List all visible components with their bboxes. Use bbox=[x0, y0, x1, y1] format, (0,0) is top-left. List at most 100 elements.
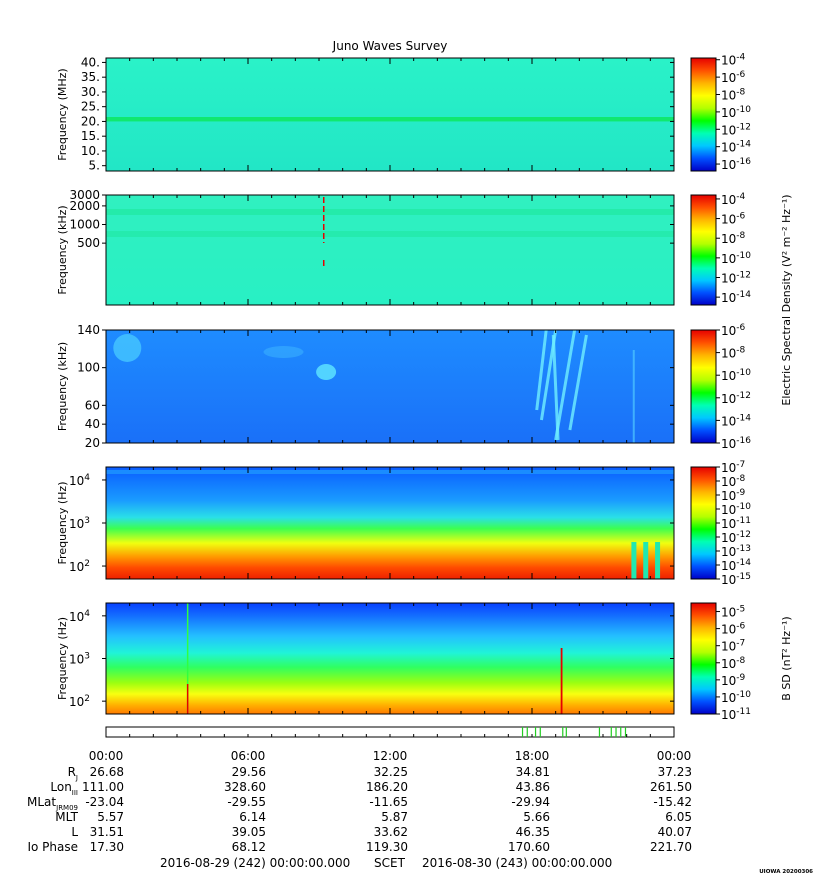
ephemeris-value: 37.23 bbox=[658, 765, 692, 779]
emission-blob bbox=[263, 346, 304, 358]
colorbar-tick-label: 10-6 bbox=[721, 323, 746, 338]
emission-band bbox=[106, 209, 674, 215]
ephemeris-value: 68.12 bbox=[232, 840, 266, 854]
colorbar-tick-label: 10-8 bbox=[721, 231, 746, 246]
y-tick-label: 100 bbox=[77, 361, 100, 375]
colorbar-tick-label: 10-7 bbox=[721, 639, 745, 654]
y-tick-label: 20 bbox=[85, 436, 100, 450]
ephemeris-value: 5.57 bbox=[97, 810, 124, 824]
ephemeris-value: 5.66 bbox=[523, 810, 550, 824]
colorbar-tick-label: 10-12 bbox=[721, 271, 751, 286]
colorbar bbox=[690, 57, 717, 172]
ephemeris-value: 186.20 bbox=[366, 780, 408, 794]
y-tick-label: 103 bbox=[69, 516, 90, 531]
ephemeris-value: 111.00 bbox=[82, 780, 124, 794]
y-tick-label: 40. bbox=[81, 55, 100, 69]
time-label: 06:00 bbox=[231, 749, 266, 763]
colorbar-tick-label: 10-7 bbox=[721, 460, 745, 475]
spectrogram-image bbox=[106, 603, 674, 714]
emission-gap bbox=[631, 542, 637, 579]
y-axis-label: Frequency (Hz) bbox=[56, 482, 69, 565]
y-tick-label: 102 bbox=[69, 694, 90, 709]
colorbar-tick-label: 10-16 bbox=[721, 157, 751, 172]
colorbar-tick-label: 10-14 bbox=[721, 558, 751, 573]
y-tick-label: 25. bbox=[81, 100, 100, 114]
colorbar-tick-label: 10-4 bbox=[721, 192, 746, 207]
y-tick-label: 35. bbox=[81, 70, 100, 84]
y-axis-label: Frequency (MHz) bbox=[56, 68, 69, 160]
y-tick-label: 102 bbox=[69, 559, 90, 574]
time-label: 00:00 bbox=[657, 749, 692, 763]
colorbar-tick-label: 10-14 bbox=[721, 140, 751, 155]
y-tick-label: 104 bbox=[69, 473, 90, 488]
y-tick-label: 5. bbox=[89, 159, 100, 173]
colorbar-tick-label: 10-4 bbox=[721, 53, 746, 68]
ephemeris-value: 328.60 bbox=[224, 780, 266, 794]
y-tick-label: 500 bbox=[77, 236, 100, 250]
time-label: 00:00 bbox=[89, 749, 124, 763]
ephemeris-value: 31.51 bbox=[90, 825, 124, 839]
y-tick-label: 140 bbox=[77, 323, 100, 337]
y-tick-label: 2000 bbox=[69, 199, 100, 213]
ephemeris-value: -29.94 bbox=[511, 795, 550, 809]
footer-end-time: 2016-08-30 (243) 00:00:00.000 bbox=[422, 856, 612, 870]
spectrogram-image bbox=[106, 58, 674, 171]
ephemeris-label: RJ bbox=[68, 765, 78, 782]
colorbar bbox=[690, 602, 717, 715]
ephemeris-value: 119.30 bbox=[366, 840, 408, 854]
colorbar-tick-label: 10-9 bbox=[721, 488, 746, 503]
ephemeris-label: LonIII bbox=[50, 780, 78, 797]
ephemeris-value: 170.60 bbox=[508, 840, 550, 854]
emission-streak bbox=[535, 329, 548, 411]
ephemeris-value: 33.62 bbox=[374, 825, 408, 839]
spectrogram-panel-1: 40.35.30.25.20.15.10.5. Frequency (MHz) 10… bbox=[56, 53, 751, 173]
ephemeris-value: 39.05 bbox=[232, 825, 266, 839]
ephemeris-label: MLatJRM09 bbox=[27, 795, 78, 812]
footer-scet-label: SCET bbox=[374, 856, 406, 870]
ephemeris-value: -23.04 bbox=[85, 795, 124, 809]
colorbar-tick-label: 10-11 bbox=[721, 707, 751, 722]
y-tick-label: 15. bbox=[81, 129, 100, 143]
ephemeris-label: Io Phase bbox=[27, 840, 78, 854]
spectrogram-image bbox=[106, 467, 674, 579]
ephemeris-value: -11.65 bbox=[369, 795, 408, 809]
ephemeris-value: -15.42 bbox=[653, 795, 692, 809]
colorbar-tick-label: 10-15 bbox=[721, 572, 751, 587]
y-tick-label: 3000 bbox=[69, 188, 100, 202]
colorbar-tick-label: 10-10 bbox=[721, 105, 751, 120]
y-axis-label: Frequency (kHz) bbox=[56, 342, 69, 431]
ephemeris-value: 6.14 bbox=[239, 810, 266, 824]
colorbar-tick-label: 10-12 bbox=[721, 122, 751, 137]
colorbar bbox=[690, 466, 717, 580]
y-tick-label: 1000 bbox=[69, 218, 100, 232]
chart-title: Juno Waves Survey bbox=[332, 39, 448, 53]
colorbar-label: Electric Spectral Density (V² m⁻² Hz⁻¹) bbox=[780, 194, 793, 405]
y-axis-label: Frequency (Hz) bbox=[56, 617, 69, 700]
colorbar bbox=[690, 194, 717, 306]
footer-start-time: 2016-08-29 (242) 00:00:00.000 bbox=[160, 856, 350, 870]
ephemeris-label: MLT bbox=[55, 810, 78, 824]
spectrogram-image bbox=[106, 330, 674, 443]
emission-band bbox=[106, 231, 674, 237]
emission-streak bbox=[551, 334, 560, 441]
colorbar bbox=[690, 329, 717, 444]
emission-streak bbox=[568, 334, 588, 431]
colorbar-tick-label: 10-8 bbox=[721, 88, 746, 103]
colorbar-tick-label: 10-12 bbox=[721, 391, 751, 406]
ephemeris-value: 29.56 bbox=[232, 765, 266, 779]
ephemeris-value: 17.30 bbox=[90, 840, 124, 854]
emission-blob bbox=[316, 364, 337, 380]
ephemeris-value: 32.25 bbox=[374, 765, 408, 779]
colorbar-tick-label: 10-6 bbox=[721, 622, 746, 637]
spectrogram-panel-3: 140 100 60 40 20 Frequency (kHz) 10-6 10-8 10-10… bbox=[56, 323, 751, 451]
ephemeris-value: 43.86 bbox=[516, 780, 550, 794]
colorbar-tick-label: 10-6 bbox=[721, 70, 746, 85]
y-axis-label: Frequency (kHz) bbox=[56, 205, 69, 294]
colorbar-tick-label: 10-13 bbox=[721, 544, 751, 559]
colorbar-tick-label: 10-10 bbox=[721, 251, 751, 266]
emission-gap bbox=[655, 542, 661, 579]
ephemeris-label: L bbox=[71, 825, 78, 839]
